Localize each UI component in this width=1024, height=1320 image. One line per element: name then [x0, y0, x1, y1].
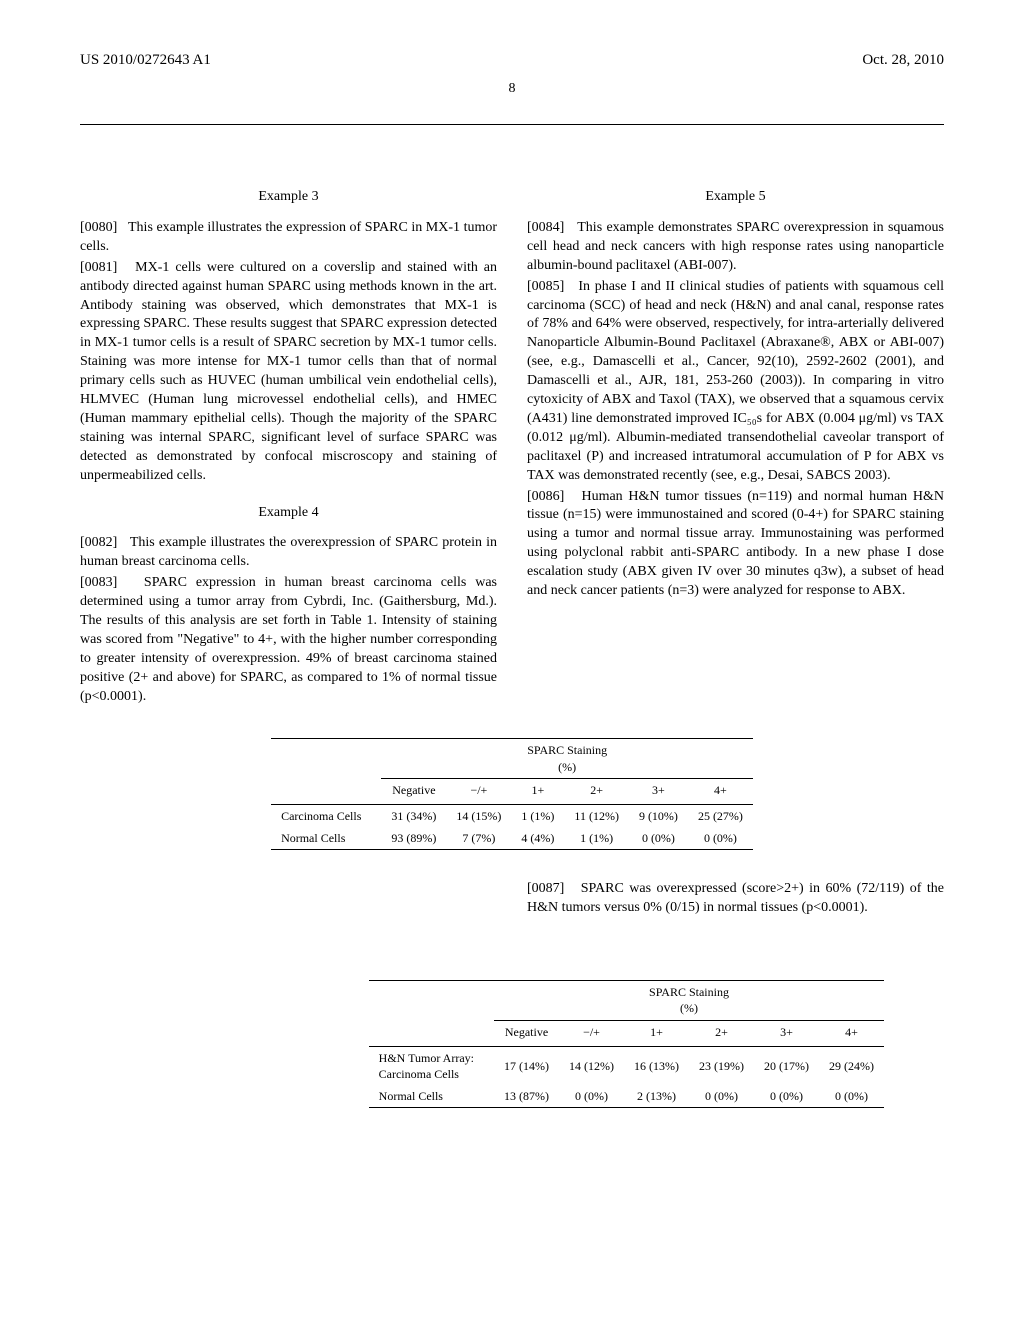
para-0083: [0083] SPARC expression in human breast … — [80, 574, 497, 706]
para-num: [0086] — [527, 489, 564, 504]
cell: 2 (13%) — [624, 1085, 689, 1108]
table-1-container: SPARC Staining (%) Negative −/+ 1+ 2+ 3+… — [80, 738, 944, 850]
para-text: This example demonstrates SPARC overexpr… — [527, 220, 944, 273]
col-header: 1+ — [511, 778, 564, 804]
table-2-header-group: SPARC Staining (%) — [494, 981, 884, 1020]
cell: 9 (10%) — [629, 804, 688, 827]
para-text: SPARC was overexpressed (score>2+) in 60… — [527, 881, 944, 915]
row-label: Normal Cells — [369, 1085, 494, 1108]
col-header: 3+ — [629, 778, 688, 804]
para-text: Human H&N tumor tissues (n=119) and norm… — [527, 489, 944, 598]
cell: 11 (12%) — [564, 804, 629, 827]
table-2: SPARC Staining (%) Negative −/+ 1+ 2+ 3+… — [369, 980, 884, 1108]
cell: 23 (19%) — [689, 1046, 754, 1085]
header-divider — [80, 124, 944, 125]
para-text: In phase I and II clinical studies of pa… — [527, 279, 944, 483]
para-num: [0080] — [80, 220, 117, 235]
left-column: Example 3 [0080] This example illustrate… — [80, 180, 497, 708]
cell: 1 (1%) — [511, 804, 564, 827]
para-num: [0082] — [80, 535, 117, 550]
row-label-line2: Carcinoma Cells — [379, 1067, 459, 1081]
cell: 0 (0%) — [689, 1085, 754, 1108]
example-5-heading: Example 5 — [527, 188, 944, 207]
page-number: 8 — [80, 80, 944, 99]
para-num: [0083] — [80, 575, 117, 590]
row-label: H&N Tumor Array: Carcinoma Cells — [369, 1046, 494, 1085]
para-0082: [0082] This example illustrates the over… — [80, 534, 497, 572]
table-row: Normal Cells 93 (89%) 7 (7%) 4 (4%) 1 (1… — [271, 827, 753, 850]
col-header: 4+ — [688, 778, 753, 804]
table-1-header-group: SPARC Staining (%) — [381, 739, 753, 778]
cell: 25 (27%) — [688, 804, 753, 827]
left-spacer — [80, 880, 497, 920]
row-label: Carcinoma Cells — [271, 804, 381, 827]
two-column-layout: Example 3 [0080] This example illustrate… — [80, 180, 944, 708]
header-date: Oct. 28, 2010 — [862, 50, 944, 70]
para-text: This example illustrates the expression … — [80, 220, 497, 254]
col-header: Negative — [494, 1020, 559, 1046]
para-0080: [0080] This example illustrates the expr… — [80, 219, 497, 257]
table-row: H&N Tumor Array: Carcinoma Cells 17 (14%… — [369, 1046, 884, 1085]
row-label: Normal Cells — [271, 827, 381, 850]
cell: 17 (14%) — [494, 1046, 559, 1085]
col-header: 2+ — [689, 1020, 754, 1046]
cell: 14 (15%) — [446, 804, 511, 827]
col-header: 3+ — [754, 1020, 819, 1046]
para-0084: [0084] This example demonstrates SPARC o… — [527, 219, 944, 276]
table-header-title: SPARC Staining — [527, 743, 607, 757]
row-label-line1: H&N Tumor Array: — [379, 1051, 474, 1065]
col-header: 4+ — [819, 1020, 884, 1046]
para-0085: [0085] In phase I and II clinical studie… — [527, 278, 944, 486]
page-header: US 2010/0272643 A1 Oct. 28, 2010 — [80, 50, 944, 70]
cell: 14 (12%) — [559, 1046, 624, 1085]
right-column-2: [0087] SPARC was overexpressed (score>2+… — [527, 880, 944, 920]
para-0087: [0087] SPARC was overexpressed (score>2+… — [527, 880, 944, 918]
example-4-heading: Example 4 — [80, 504, 497, 523]
cell: 1 (1%) — [564, 827, 629, 850]
para-text: MX-1 cells were cultured on a coverslip … — [80, 260, 497, 483]
cell: 4 (4%) — [511, 827, 564, 850]
para-0081: [0081] MX-1 cells were cultured on a cov… — [80, 259, 497, 486]
cell: 0 (0%) — [819, 1085, 884, 1108]
cell: 0 (0%) — [559, 1085, 624, 1108]
para-num: [0087] — [527, 881, 564, 896]
cell: 29 (24%) — [819, 1046, 884, 1085]
table-row: Carcinoma Cells 31 (34%) 14 (15%) 1 (1%)… — [271, 804, 753, 827]
cell: 0 (0%) — [754, 1085, 819, 1108]
table-2-container: SPARC Staining (%) Negative −/+ 1+ 2+ 3+… — [80, 980, 944, 1108]
col-header: −/+ — [446, 778, 511, 804]
table-header-sub: (%) — [558, 760, 576, 774]
table-1: SPARC Staining (%) Negative −/+ 1+ 2+ 3+… — [271, 738, 753, 850]
para-num: [0084] — [527, 220, 564, 235]
col-header: Negative — [381, 778, 446, 804]
post-table-columns: [0087] SPARC was overexpressed (score>2+… — [80, 880, 944, 920]
col-header: 1+ — [624, 1020, 689, 1046]
para-num: [0081] — [80, 260, 117, 275]
col-header: 2+ — [564, 778, 629, 804]
cell: 16 (13%) — [624, 1046, 689, 1085]
cell: 7 (7%) — [446, 827, 511, 850]
table-header-title: SPARC Staining — [649, 985, 729, 999]
right-column: Example 5 [0084] This example demonstrat… — [527, 180, 944, 708]
cell: 0 (0%) — [688, 827, 753, 850]
example-3-heading: Example 3 — [80, 188, 497, 207]
cell: 31 (34%) — [381, 804, 446, 827]
cell: 93 (89%) — [381, 827, 446, 850]
table-header-sub: (%) — [680, 1001, 698, 1015]
cell: 13 (87%) — [494, 1085, 559, 1108]
para-0086: [0086] Human H&N tumor tissues (n=119) a… — [527, 488, 944, 601]
table-row: Normal Cells 13 (87%) 0 (0%) 2 (13%) 0 (… — [369, 1085, 884, 1108]
cell: 20 (17%) — [754, 1046, 819, 1085]
header-pub-number: US 2010/0272643 A1 — [80, 50, 211, 70]
col-header: −/+ — [559, 1020, 624, 1046]
para-text: SPARC expression in human breast carcino… — [80, 575, 497, 703]
para-text: This example illustrates the overexpress… — [80, 535, 497, 569]
para-num: [0085] — [527, 279, 564, 294]
cell: 0 (0%) — [629, 827, 688, 850]
